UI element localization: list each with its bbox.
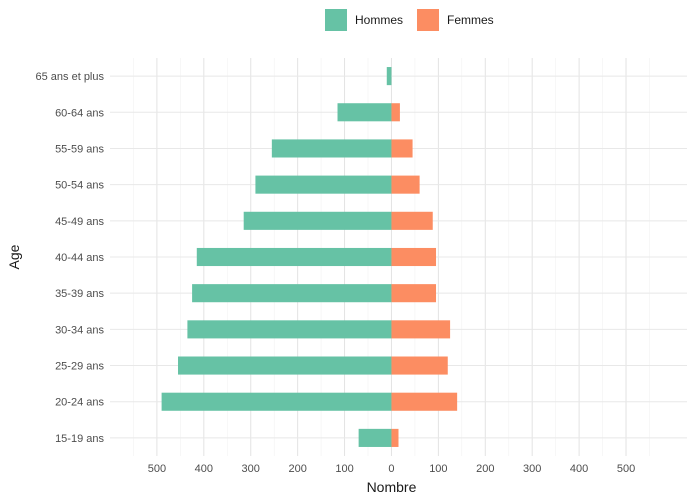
x-tick-label: 400 <box>570 463 588 475</box>
y-tick-label: 35-39 ans <box>55 288 104 300</box>
bar-hommes-4 <box>192 284 392 303</box>
y-tick-label: 65 ans et plus <box>36 71 105 83</box>
x-tick-label: 200 <box>288 463 306 475</box>
bar-hommes-2 <box>178 356 392 375</box>
bar-femmes-5 <box>391 247 437 267</box>
y-tick-label: 60-64 ans <box>55 107 104 119</box>
x-tick-label: 300 <box>242 463 260 475</box>
y-tick-label: 20-24 ans <box>55 397 104 409</box>
bar-femmes-4 <box>391 284 437 303</box>
legend-item-femmes: Femmes <box>417 9 494 31</box>
x-axis-title: Nombre <box>367 479 417 492</box>
bar-femmes-0 <box>391 428 399 447</box>
bar-hommes-10 <box>386 67 392 86</box>
x-tick-label: 200 <box>476 463 494 475</box>
y-axis-title: Age <box>6 244 22 269</box>
bars <box>161 67 458 447</box>
bar-femmes-3 <box>391 320 451 339</box>
bar-femmes-6 <box>391 211 433 230</box>
y-tick-label: 30-34 ans <box>55 324 104 336</box>
x-tick-label: 100 <box>335 463 353 475</box>
x-tick-label: 100 <box>429 463 447 475</box>
x-tick-label: 400 <box>195 463 213 475</box>
legend-swatch-femmes <box>417 9 440 31</box>
x-tick-label: 300 <box>523 463 541 475</box>
legend-swatch-hommes <box>325 9 347 31</box>
legend-label-hommes: Hommes <box>355 13 404 27</box>
legend: Hommes Femmes <box>325 9 508 31</box>
bar-hommes-0 <box>358 428 392 447</box>
legend-item-hommes: Hommes <box>325 9 403 31</box>
x-tick-label: 0 <box>388 463 394 475</box>
bar-femmes-8 <box>391 139 413 158</box>
bar-hommes-3 <box>187 320 392 339</box>
x-tick-label: 500 <box>148 463 166 475</box>
y-tick-label: 45-49 ans <box>55 216 104 228</box>
y-tick-label: 55-59 ans <box>55 143 104 155</box>
y-tick-label: 40-44 ans <box>55 252 104 264</box>
y-tick-label: 15-19 ans <box>55 433 104 445</box>
bar-hommes-5 <box>196 247 392 267</box>
bar-femmes-9 <box>391 103 400 122</box>
bar-hommes-6 <box>243 211 392 230</box>
y-tick-label: 25-29 ans <box>55 361 104 373</box>
bar-hommes-8 <box>271 139 392 158</box>
legend-label-femmes: Femmes <box>447 13 494 27</box>
bar-femmes-2 <box>391 356 448 375</box>
bar-hommes-7 <box>255 175 392 194</box>
y-tick-label: 50-54 ans <box>55 180 104 192</box>
y-tick-labels: 15-19 ans 20-24 ans 25-29 ans 30-34 ans 35-3… <box>36 71 105 445</box>
bar-hommes-1 <box>161 392 392 411</box>
bar-femmes-7 <box>391 175 420 194</box>
bar-hommes-9 <box>337 103 392 122</box>
bar-femmes-1 <box>391 392 458 411</box>
x-tick-label: 500 <box>617 463 635 475</box>
x-tick-labels: 500 400 300 200 100 0 100 200 300 400 500 <box>148 463 635 475</box>
